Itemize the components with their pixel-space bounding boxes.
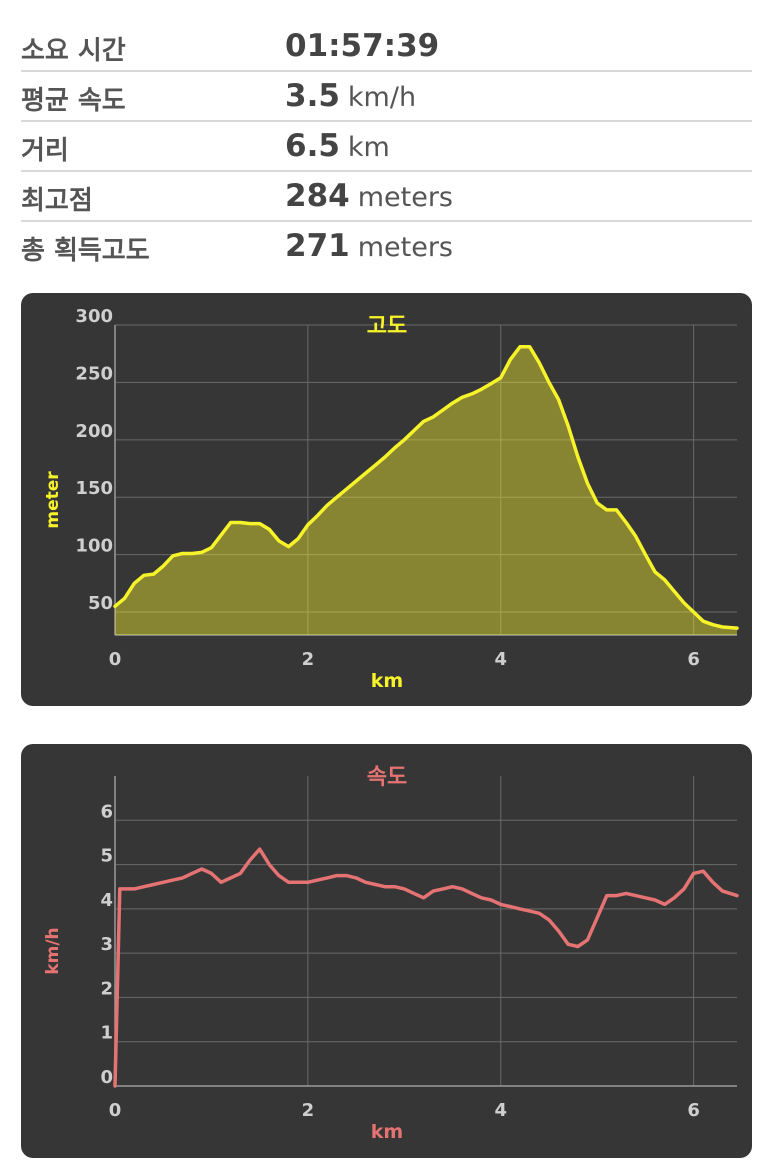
stat-row-duration: 소요 시간 01:57:39 <box>21 22 752 72</box>
x-tick-label: 4 <box>494 649 507 670</box>
distance-value: 6.5 <box>285 128 340 164</box>
y-tick-label: 150 <box>75 478 113 499</box>
y-tick-label: 2 <box>100 978 113 999</box>
y-tick-label: 100 <box>75 536 113 557</box>
duration-value: 01:57:39 <box>285 28 440 64</box>
max-elevation-value: 284 <box>285 178 350 214</box>
distance-unit: km <box>347 132 390 163</box>
elevation-area <box>115 346 737 635</box>
total-ascent-value-group: 271 meters <box>285 228 453 264</box>
max-elevation-value-group: 284 meters <box>285 178 453 214</box>
x-tick-label: 2 <box>302 649 315 670</box>
chart-title: 속도 <box>367 765 407 790</box>
distance-value-group: 6.5 km <box>285 128 390 164</box>
x-tick-label: 4 <box>494 1100 507 1121</box>
stat-row-total-ascent: 총 획득고도 271 meters <box>21 222 752 272</box>
y-axis-label: meter <box>43 471 63 529</box>
chart-title: 고도 <box>367 314 407 339</box>
y-tick-label: 200 <box>75 421 113 442</box>
x-tick-label: 0 <box>109 649 122 670</box>
speed-chart: 0 2 4 6 0 1 2 3 4 5 6 속도 km km/h <box>43 765 739 1143</box>
avg-speed-label: 평균 속도 <box>21 86 126 116</box>
max-elevation-label: 최고점 <box>21 186 93 216</box>
y-tick-label: 3 <box>100 934 113 955</box>
y-tick-label: 0 <box>100 1067 113 1088</box>
stat-row-distance: 거리 6.5 km <box>21 122 752 172</box>
y-tick-label: 300 <box>75 306 113 327</box>
x-tick-label: 0 <box>109 1100 122 1121</box>
total-ascent-value: 271 <box>285 228 350 264</box>
max-elevation-unit: meters <box>357 182 453 213</box>
y-tick-label: 4 <box>100 890 113 911</box>
x-tick-label: 6 <box>687 1100 700 1121</box>
stat-row-max-elevation: 최고점 284 meters <box>21 172 752 222</box>
duration-label: 소요 시간 <box>21 36 126 66</box>
avg-speed-value: 3.5 <box>285 78 340 114</box>
distance-label: 거리 <box>21 136 69 166</box>
y-axis-label: km/h <box>43 927 63 974</box>
avg-speed-value-group: 3.5 km/h <box>285 78 416 114</box>
trip-stats: 소요 시간 01:57:39 평균 속도 3.5 km/h 거리 6.5 km 최고… <box>21 22 752 272</box>
speed-line <box>113 847 739 1088</box>
y-tick-label: 250 <box>75 363 113 384</box>
x-tick-label: 2 <box>302 1100 315 1121</box>
y-tick-label: 50 <box>88 593 113 614</box>
y-tick-label: 1 <box>100 1023 113 1044</box>
y-tick-label: 6 <box>100 801 113 822</box>
speed-chart-card: 0 2 4 6 0 1 2 3 4 5 6 속도 km km/h <box>21 744 752 1158</box>
elevation-chart-card: 0 2 4 6 50 100 150 200 250 300 고도 km meter <box>21 293 752 706</box>
x-tick-label: 6 <box>687 649 700 670</box>
x-axis-label: km <box>371 1121 403 1143</box>
total-ascent-label: 총 획득고도 <box>21 236 150 266</box>
elevation-line <box>113 345 739 630</box>
stat-row-avg-speed: 평균 속도 3.5 km/h <box>21 72 752 122</box>
avg-speed-unit: km/h <box>347 82 417 113</box>
x-axis-label: km <box>371 670 403 692</box>
total-ascent-unit: meters <box>357 232 453 263</box>
duration-value-group: 01:57:39 <box>285 28 439 64</box>
elevation-chart: 0 2 4 6 50 100 150 200 250 300 고도 km meter <box>43 306 739 692</box>
y-tick-label: 5 <box>100 846 113 867</box>
